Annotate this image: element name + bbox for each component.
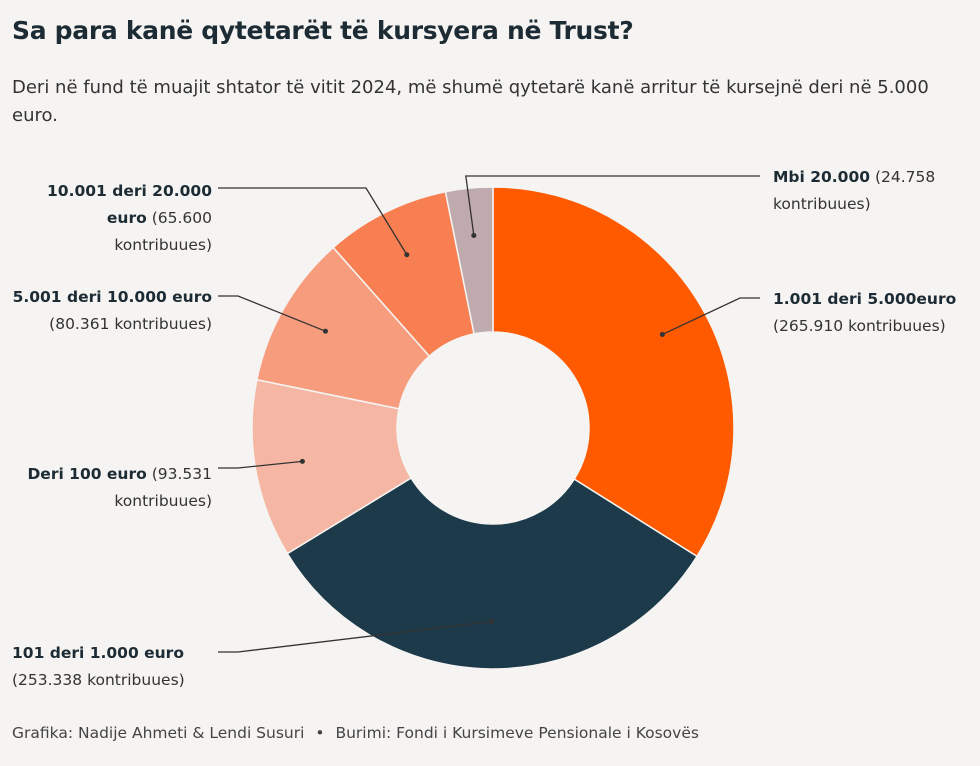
slice-label-bold: 5.001 deri 10.000 euro [12, 288, 212, 306]
slice-label: 10.001 deri 20.000 euro (65.600 kontribu… [10, 178, 212, 259]
donut-slice [444, 186, 494, 335]
slice-label-value: (65.600 kontribuues) [114, 209, 212, 254]
slice-label: 5.001 deri 10.000 euro (80.361 kontribuu… [10, 284, 212, 338]
donut-slice [286, 477, 699, 670]
slice-label-bold: 101 deri 1.000 euro [12, 644, 184, 662]
leader-line [218, 295, 326, 332]
leader-line [465, 175, 760, 236]
donut-slice [492, 186, 735, 558]
leader-line [218, 187, 408, 256]
donut-slice [256, 246, 431, 410]
slice-label-bold: 10.001 deri 20.000 euro [47, 182, 212, 227]
donut-slices [251, 186, 735, 670]
footer-source: Burimi: Fondi i Kursimeve Pensionale i K… [335, 724, 699, 742]
leader-dot [299, 458, 305, 464]
chart-title: Sa para kanë qytetarët të kursyera në Tr… [12, 16, 634, 45]
slice-label-value: (80.361 kontribuues) [49, 315, 212, 333]
slice-label: Deri 100 euro (93.531 kontribuues) [10, 461, 212, 515]
slice-label-value: (93.531 kontribuues) [114, 465, 212, 510]
footer: Grafika: Nadije Ahmeti & Lendi Susuri • … [12, 724, 699, 742]
leader-lines [218, 175, 760, 653]
leader-line [218, 620, 492, 653]
leader-dot [322, 328, 328, 334]
slice-label-value: (253.338 kontribuues) [12, 671, 185, 689]
slice-label: Mbi 20.000 (24.758 kontribuues) [773, 164, 973, 218]
slice-label-bold: 1.001 deri 5.000euro [773, 290, 957, 308]
chart-subtitle: Deri në fund të muajit shtator të vitit … [12, 77, 929, 126]
leader-line [662, 297, 760, 336]
slice-label-bold: Mbi 20.000 [773, 168, 871, 186]
slice-label-value: (24.758 kontribuues) [773, 168, 936, 213]
leader-dot [471, 232, 477, 238]
footer-separator: • [315, 724, 325, 742]
leader-line [218, 460, 303, 469]
leader-dot [489, 618, 495, 624]
slice-label: 1.001 deri 5.000euro (265.910 kontribuue… [773, 286, 978, 340]
slice-label-value: (265.910 kontribuues) [773, 317, 946, 335]
leader-dot [659, 331, 665, 337]
slice-label: 101 deri 1.000 euro (253.338 kontribuues… [12, 640, 232, 694]
leader-dot [404, 252, 410, 258]
footer-credit: Grafika: Nadije Ahmeti & Lendi Susuri [12, 724, 305, 742]
slice-label-bold: Deri 100 euro [27, 465, 147, 483]
donut-slice [251, 378, 413, 555]
